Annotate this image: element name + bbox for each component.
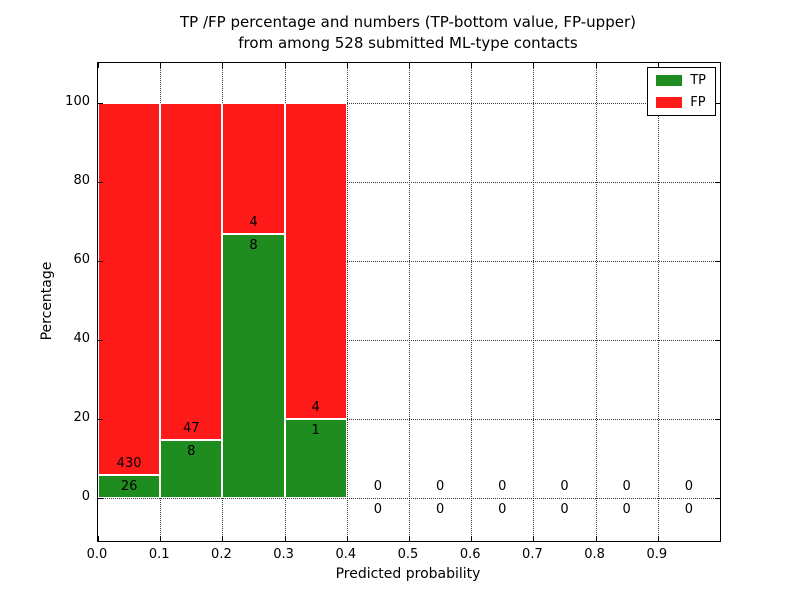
fp-count-label: 4: [311, 399, 320, 415]
tp-bar-segment: [160, 440, 223, 498]
tp-swatch-icon: [656, 75, 683, 86]
x-tick-label: 0.9: [646, 547, 668, 562]
x-tick-mark: [98, 63, 99, 68]
fp-count-label: 0: [622, 478, 631, 494]
y-tick-mark: [715, 418, 720, 420]
y-tick-label: 40: [73, 330, 90, 346]
x-tick-label: 0.3: [273, 547, 294, 562]
v-gridline: [657, 63, 659, 541]
tp-bar-segment: [284, 418, 347, 498]
y-tick-label: 20: [73, 409, 90, 425]
y-tick-mark: [715, 181, 720, 183]
fp-count-label: 430: [116, 456, 142, 472]
x-tick-mark: [533, 63, 535, 68]
x-tick-mark: [471, 536, 473, 541]
fp-bar-segment: [222, 102, 285, 235]
fp-count-label: 0: [560, 478, 569, 494]
chart-title-line2: from among 528 submitted ML-type contact…: [238, 34, 578, 52]
x-axis-label: Predicted probability: [335, 566, 481, 582]
chart-title-line1: TP /FP percentage and numbers (TP-bottom…: [180, 13, 636, 31]
v-gridline: [471, 63, 473, 541]
y-tick-mark: [98, 339, 103, 341]
y-tick-mark: [98, 102, 103, 104]
fp-count-label: 0: [684, 478, 694, 494]
y-tick-mark: [715, 339, 720, 341]
v-gridline: [346, 63, 348, 541]
y-tick-label: 100: [65, 93, 90, 109]
chart-title: TP /FP percentage and numbers (TP-bottom…: [8, 12, 800, 54]
tp-count-label: 1: [311, 422, 320, 438]
x-tick-label: 0.0: [86, 547, 108, 562]
y-tick-mark: [715, 260, 720, 262]
tp-count-label: 0: [622, 501, 631, 517]
y-tick-mark: [98, 181, 103, 183]
y-tick-mark: [715, 102, 720, 104]
x-tick-label: 0.7: [522, 547, 543, 562]
fp-count-label: 47: [183, 421, 200, 437]
legend-entry-tp: TP: [656, 74, 706, 87]
legend-entry-fp: FP: [656, 96, 706, 109]
fp-bar-segment: [98, 102, 161, 476]
x-tick-mark: [346, 63, 348, 68]
x-tick-mark: [595, 63, 597, 68]
tp-count-label: 0: [373, 501, 383, 517]
tp-count-label: 8: [187, 444, 196, 460]
x-tick-mark: [533, 536, 535, 541]
x-tick-mark: [657, 536, 659, 541]
x-tick-label: 0.6: [459, 547, 481, 562]
y-tick-mark: [98, 418, 103, 420]
x-tick-mark: [222, 63, 224, 68]
fp-count-label: 4: [249, 215, 258, 231]
tp-bar-segment: [98, 475, 161, 498]
x-tick-mark: [284, 536, 286, 541]
tp-count-label: 0: [560, 501, 569, 517]
x-tick-label: 0.1: [148, 547, 170, 562]
x-tick-mark: [98, 536, 99, 541]
fp-legend-label: FP: [690, 95, 706, 110]
x-tick-mark: [160, 63, 162, 68]
fp-bar-segment: [284, 102, 347, 419]
y-tick-label: 0: [81, 488, 90, 504]
y-tick-mark: [98, 260, 103, 262]
x-tick-mark: [284, 63, 286, 68]
tp-count-label: 0: [684, 501, 694, 517]
x-tick-mark: [471, 63, 473, 68]
v-gridline: [409, 63, 410, 541]
plot-area: TP FP 430 26 47 8 4 8 4 1 0 0 0 0 0 0 0 0 0 0 0 0: [97, 62, 721, 542]
legend: TP FP: [647, 67, 716, 116]
x-tick-mark: [409, 63, 410, 68]
x-tick-label: 0.4: [335, 547, 357, 562]
y-tick-mark: [715, 497, 720, 499]
v-gridline: [533, 63, 535, 541]
x-tick-label: 0.2: [211, 547, 232, 562]
x-tick-mark: [346, 536, 348, 541]
x-tick-mark: [222, 536, 224, 541]
fp-count-label: 0: [373, 478, 383, 494]
tp-legend-label: TP: [690, 73, 706, 88]
x-tick-mark: [160, 536, 162, 541]
y-tick-mark: [98, 497, 103, 499]
x-tick-mark: [595, 536, 597, 541]
tp-bar-segment: [222, 234, 285, 498]
x-tick-label: 0.8: [584, 547, 605, 562]
v-gridline: [595, 63, 597, 541]
fp-count-label: 0: [435, 478, 445, 494]
x-tick-label: 0.5: [397, 547, 419, 562]
fp-swatch-icon: [656, 97, 683, 108]
tp-count-label: 26: [120, 479, 138, 495]
fp-count-label: 0: [498, 478, 507, 494]
tp-count-label: 0: [498, 501, 507, 517]
x-tick-mark: [409, 536, 410, 541]
tp-count-label: 8: [249, 238, 258, 254]
fp-bar-segment: [160, 102, 223, 441]
y-tick-label: 80: [73, 172, 90, 188]
x-tick-mark: [657, 63, 659, 68]
y-axis-label: Percentage: [39, 261, 55, 341]
tp-count-label: 0: [435, 501, 445, 517]
y-tick-label: 60: [73, 251, 90, 267]
